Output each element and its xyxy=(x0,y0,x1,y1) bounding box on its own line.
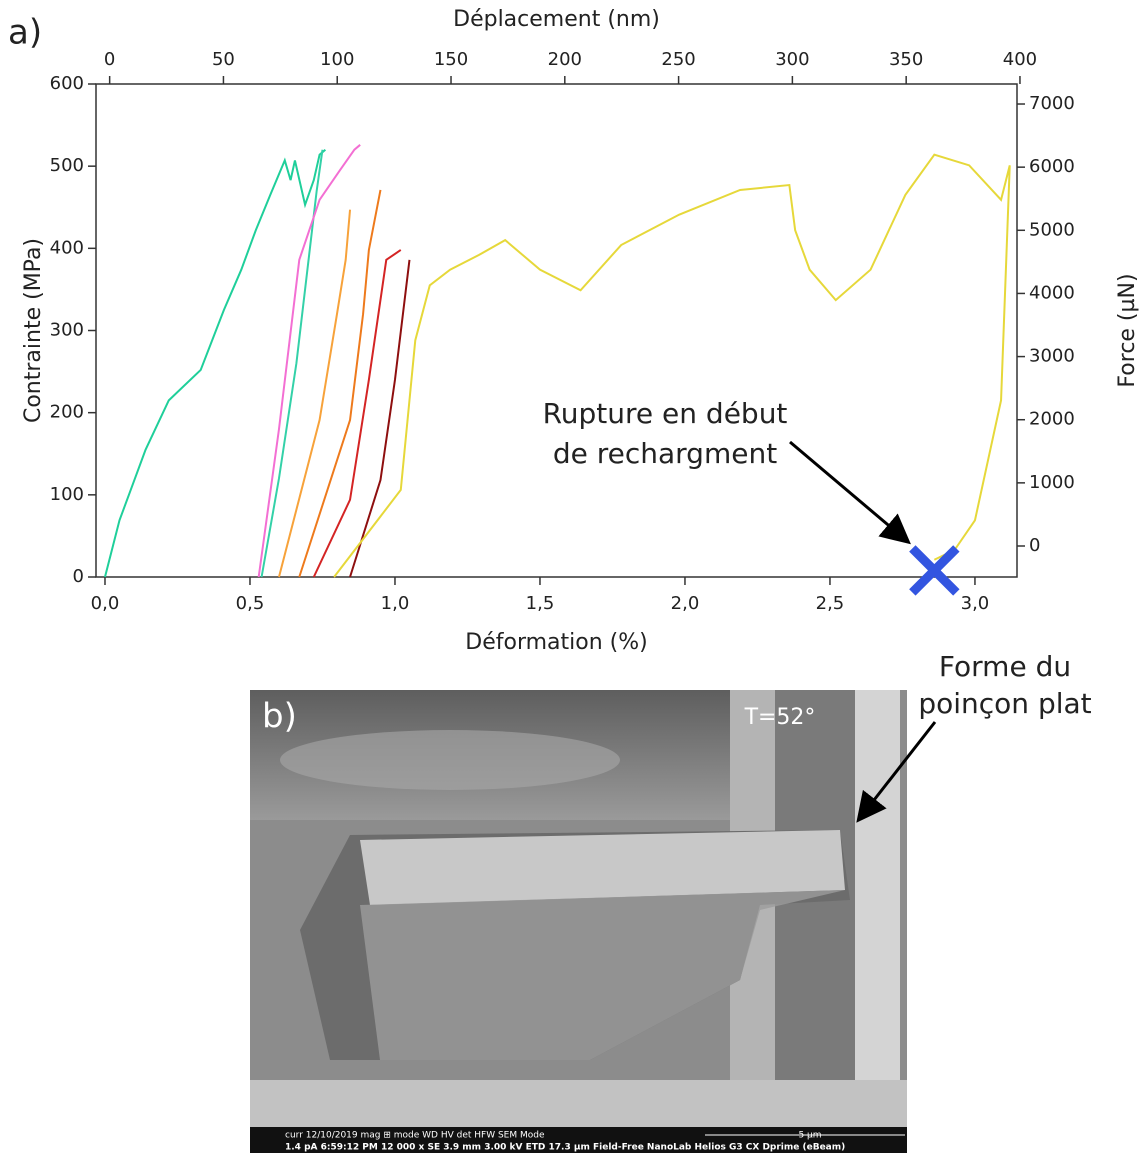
x-tick-label: 0,0 xyxy=(91,593,120,614)
line xyxy=(257,144,361,578)
databar-text: curr 12/10/2019 mag ⊞ mode WD HV det HFW… xyxy=(285,1131,545,1141)
y2-tick-label: 3000 xyxy=(1029,346,1075,367)
x2-tick-label: 0 xyxy=(104,49,115,70)
annotation-arrow xyxy=(789,440,911,545)
plot-frame xyxy=(95,83,1018,578)
y2-tick-label: 1000 xyxy=(1029,472,1075,493)
y-tick-label: 100 xyxy=(50,484,84,505)
x-tick-label: 1,5 xyxy=(526,593,555,614)
databar-text: 1.4 pA 6:59:12 PM 12 000 x SE 3.9 mm 3.0… xyxy=(285,1143,845,1153)
line xyxy=(349,259,411,578)
line xyxy=(333,153,1011,578)
y-tick-label: 0 xyxy=(73,566,84,587)
y-tick-label: 300 xyxy=(50,320,84,341)
callout-arrow xyxy=(856,721,937,823)
callout-text: poinçon plat xyxy=(918,687,1091,720)
x2-tick-label: 150 xyxy=(434,49,468,70)
chart: 0,0 0,5 1,0 1,5 2,0 2,5 3,0 0 50 100 150 200 250 300 3… xyxy=(21,7,1140,655)
y-tick-label: 200 xyxy=(50,402,84,423)
x-tick-label: 2,5 xyxy=(816,593,845,614)
x-tick-label: 1,0 xyxy=(381,593,410,614)
annotation-text: Rupture en début xyxy=(543,397,788,430)
sem-image: b) T=52° curr 12/10/2019 mag ⊞ mode WD H… xyxy=(250,690,907,1153)
line xyxy=(278,209,352,578)
y-tick-label: 400 xyxy=(50,237,84,258)
line xyxy=(312,249,402,578)
y2-axis-title: Force (µN) xyxy=(1115,273,1140,387)
y2-tick-label: 5000 xyxy=(1029,219,1075,240)
x2-tick-label: 350 xyxy=(889,49,923,70)
x2-tick-label: 100 xyxy=(320,49,354,70)
y-axis-title: Contrainte (MPa) xyxy=(21,238,46,423)
x-tick-label: 0,5 xyxy=(236,593,265,614)
x-axis-title: Déformation (%) xyxy=(465,630,647,655)
line xyxy=(260,149,324,578)
annotation-marker xyxy=(909,545,960,596)
y-tick-label: 600 xyxy=(50,73,84,94)
callout-text: Forme du xyxy=(939,650,1071,683)
y2-tick-label: 2000 xyxy=(1029,409,1075,430)
y-tick-label: 500 xyxy=(50,155,84,176)
line xyxy=(298,189,382,578)
x-tick-label: 3,0 xyxy=(961,593,990,614)
x2-tick-label: 300 xyxy=(775,49,809,70)
annotation-text: de rechargment xyxy=(553,437,777,470)
y2-tick-label: 4000 xyxy=(1029,282,1075,303)
line xyxy=(104,148,327,578)
x2-tick-label: 250 xyxy=(661,49,695,70)
x-tick-label: 2,0 xyxy=(671,593,700,614)
y2-tick-label: 6000 xyxy=(1029,156,1075,177)
panel-label: b) xyxy=(262,697,297,737)
x2-axis-title: Déplacement (nm) xyxy=(453,7,660,32)
x2-tick-label: 400 xyxy=(1003,49,1037,70)
panel-label: a) xyxy=(8,13,42,53)
tilt-label: T=52° xyxy=(744,705,816,730)
y2-tick-label: 7000 xyxy=(1029,93,1075,114)
y2-tick-label: 0 xyxy=(1029,535,1040,556)
x2-tick-label: 50 xyxy=(212,49,235,70)
x2-tick-label: 200 xyxy=(548,49,582,70)
